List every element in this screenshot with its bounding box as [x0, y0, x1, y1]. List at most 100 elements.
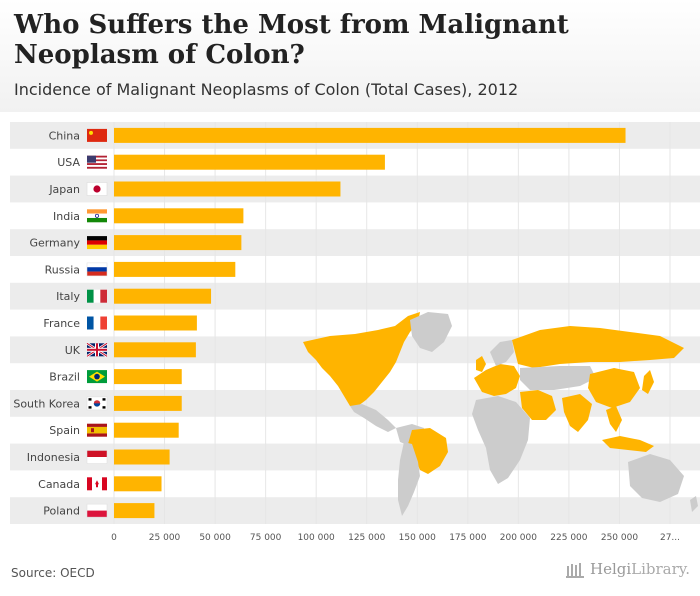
library-building-icon [566, 563, 584, 578]
bar[interactable] [114, 235, 242, 251]
category-label: Poland [43, 505, 80, 518]
map-new-zealand [690, 496, 698, 512]
category-label: Italy [56, 290, 80, 303]
map-north-america [303, 312, 420, 406]
logo-text-library: Library. [631, 560, 691, 578]
map-japan [642, 370, 654, 394]
category-row-japan: Japan [48, 181, 341, 197]
header: Who Suffers the Most from Malignant Neop… [0, 0, 700, 112]
bar[interactable] [114, 288, 212, 304]
bar[interactable] [114, 395, 182, 411]
category-row-brazil: Brazil [49, 369, 182, 385]
map-greenland [410, 312, 452, 352]
x-tick-label: 175 000 [449, 533, 486, 543]
usa-flag-icon [87, 155, 107, 169]
category-label: UK [65, 344, 81, 357]
bar[interactable] [114, 449, 170, 465]
x-tick-label: 25 000 [149, 533, 181, 543]
category-label: Canada [38, 478, 80, 491]
bar[interactable] [114, 208, 244, 224]
x-tick-label: 27... [660, 533, 680, 543]
category-row-russia: Russia [45, 261, 236, 277]
bar[interactable] [114, 127, 626, 143]
x-tick-label: 200 000 [500, 533, 537, 543]
bar[interactable] [114, 181, 341, 197]
map-africa [472, 396, 530, 484]
category-row-south-korea: South Korea [13, 395, 182, 411]
map-australia [628, 454, 684, 502]
x-tick-label: 0 [111, 533, 117, 543]
category-row-usa: USA [57, 154, 385, 170]
chart-subtitle: Incidence of Malignant Neoplasms of Colo… [14, 80, 519, 99]
category-row-spain: Spain [49, 422, 179, 438]
brazil-flag-icon [87, 370, 107, 384]
x-tick-label: 250 000 [601, 533, 638, 543]
map-europe [474, 364, 520, 396]
category-row-italy: Italy [56, 288, 212, 304]
germany-flag-icon [87, 236, 107, 250]
x-tick-label: 50 000 [199, 533, 231, 543]
x-tick-label: 150 000 [399, 533, 436, 543]
category-row-india: India [53, 208, 244, 224]
bar[interactable] [114, 503, 155, 519]
bar[interactable] [114, 369, 182, 385]
x-tick-label: 100 000 [298, 533, 335, 543]
map-middle-east [520, 390, 556, 420]
bar[interactable] [114, 476, 162, 492]
category-label: India [53, 210, 80, 223]
italy-flag-icon [87, 289, 107, 303]
map-indonesia [602, 436, 654, 452]
category-row-uk: UK [65, 342, 196, 358]
france-flag-icon [87, 316, 107, 330]
category-label: Indonesia [27, 451, 80, 464]
canada-flag-icon [87, 477, 107, 491]
category-row-france: France [43, 315, 197, 331]
bar[interactable] [114, 154, 385, 170]
category-label: Germany [29, 237, 80, 250]
logo-text-helgi: Helgi [590, 560, 632, 578]
map-south-america-south [398, 442, 420, 516]
category-label: South Korea [13, 397, 80, 410]
category-row-indonesia: Indonesia [27, 449, 170, 465]
category-label: Russia [45, 263, 80, 276]
bars: China USA Japan India Germany Russia Italy Fran… [13, 127, 626, 519]
source-note: Source: OECD [11, 566, 95, 580]
spain-flag-icon [87, 423, 107, 437]
china-flag-icon [87, 128, 107, 142]
world-map [303, 312, 698, 516]
map-southeast-asia [606, 406, 622, 432]
bar-chart: China USA Japan India Germany Russia Italy Fran… [10, 122, 700, 543]
x-axis: 0 25 000 50 000 75 000 100 000 125 000 150 000… [111, 533, 680, 543]
category-label: USA [57, 156, 80, 169]
map-central-asia [520, 366, 596, 390]
category-label: Japan [48, 183, 80, 196]
bar[interactable] [114, 261, 236, 277]
category-row-germany: Germany [29, 235, 242, 251]
bar[interactable] [114, 422, 179, 438]
map-scandinavia [490, 340, 514, 366]
category-row-canada: Canada [38, 476, 162, 492]
south-korea-flag-icon [86, 396, 108, 411]
bar[interactable] [114, 342, 196, 358]
japan-flag-icon [86, 182, 108, 196]
bar[interactable] [114, 315, 197, 331]
uk-flag-icon [86, 342, 108, 358]
category-label: China [49, 129, 80, 142]
russia-flag-icon [86, 262, 108, 277]
map-uk [476, 356, 486, 372]
map-russia [512, 326, 684, 368]
category-label: France [43, 317, 80, 330]
poland-flag-icon [86, 503, 108, 518]
category-label: Brazil [49, 371, 80, 384]
category-label: Spain [49, 424, 80, 437]
map-china [588, 368, 640, 408]
india-flag-icon [87, 209, 107, 223]
indonesia-flag-icon [86, 450, 108, 464]
helgi-library-logo[interactable]: HelgiLibrary. [566, 560, 690, 578]
x-tick-label: 125 000 [348, 533, 385, 543]
x-tick-label: 225 000 [550, 533, 587, 543]
x-tick-label: 75 000 [250, 533, 282, 543]
chart-title: Who Suffers the Most from Malignant Neop… [14, 10, 569, 70]
category-row-china: China [49, 127, 626, 143]
